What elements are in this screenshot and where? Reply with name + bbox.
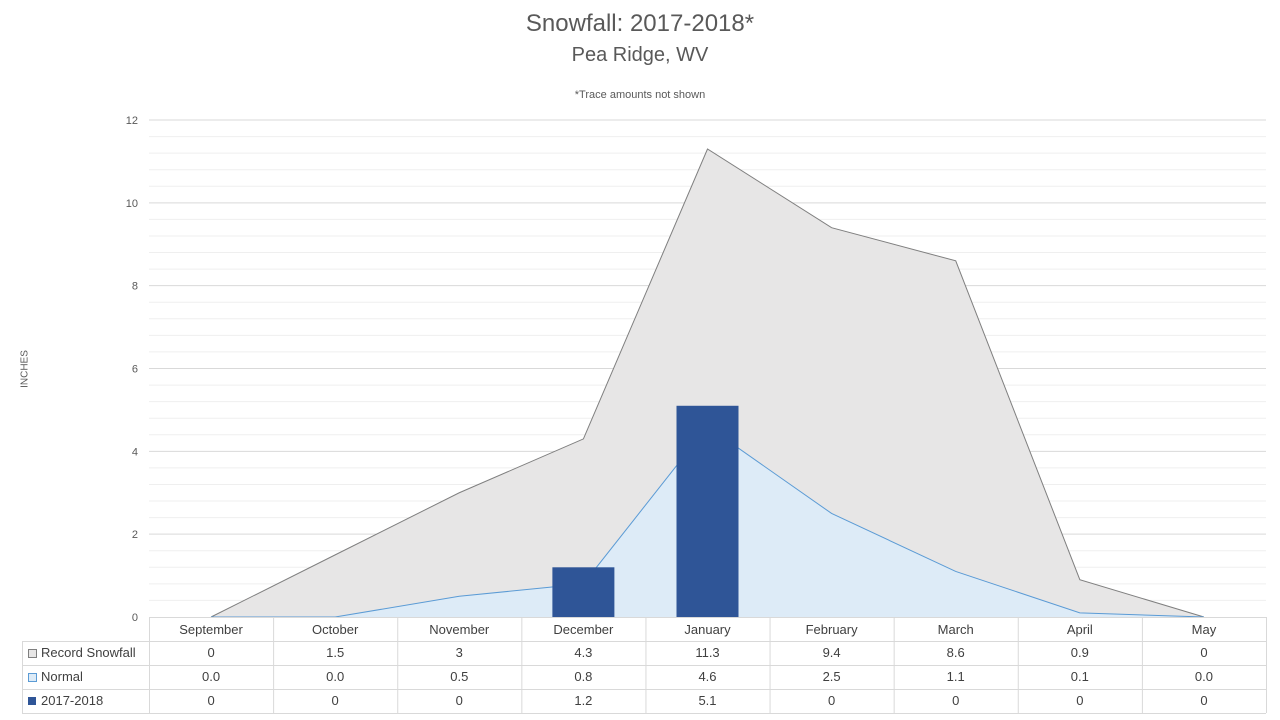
data-label: 11.3 (695, 645, 719, 660)
x-tick-label: September (179, 622, 243, 637)
data-label: 0.0 (1195, 669, 1213, 684)
legend-key-2 (28, 697, 36, 705)
x-tick-label: March (938, 622, 974, 637)
y-tick-label: 2 (132, 529, 138, 541)
bar-december (552, 567, 615, 617)
data-label: 0 (332, 693, 339, 708)
y-axis-ticks: 0 2 4 6 8 10 12 (126, 115, 138, 624)
data-label: 0 (952, 693, 959, 708)
chart-subtitle: Pea Ridge, WV (571, 44, 709, 66)
y-tick-label: 10 (126, 198, 138, 210)
data-label: 3 (456, 645, 463, 660)
area-fill-record-snowfall (211, 148, 1204, 617)
y-tick-label: 12 (126, 115, 138, 127)
data-label: 0 (1076, 693, 1083, 708)
bar-series (552, 405, 739, 617)
data-label: 0.9 (1071, 645, 1089, 660)
data-label: 1.2 (574, 693, 592, 708)
x-tick-label: January (684, 622, 731, 637)
data-label: 0 (1200, 645, 1207, 660)
y-tick-label: 4 (132, 446, 138, 458)
data-label: 9.4 (823, 645, 841, 660)
data-label: 0 (828, 693, 835, 708)
x-tick-label: April (1067, 622, 1093, 637)
data-label: 0.0 (326, 669, 344, 684)
area-line-record-snowfall (210, 148, 1205, 618)
legend-key-0 (28, 649, 37, 658)
legend-label: Record Snowfall (41, 645, 136, 660)
data-table: September October November December January F… (22, 617, 1267, 714)
legend-key-1 (28, 673, 37, 682)
y-tick-label: 6 (132, 364, 138, 376)
data-label: 1.1 (947, 669, 965, 684)
data-label: 4.3 (574, 645, 592, 660)
legend-label: 2017-2018 (41, 693, 103, 708)
data-label: 0 (456, 693, 463, 708)
chart-note: *Trace amounts not shown (574, 89, 706, 101)
data-label: 5.1 (698, 693, 716, 708)
x-tick-label: February (806, 622, 859, 637)
data-label: 4.6 (698, 669, 716, 684)
y-tick-label: 0 (132, 612, 138, 624)
data-label: 0 (207, 645, 214, 660)
x-tick-label: December (553, 622, 614, 637)
x-tick-label: November (429, 622, 490, 637)
x-tick-label: May (1192, 622, 1217, 637)
data-label: 8.6 (947, 645, 965, 660)
data-label: 0 (1200, 693, 1207, 708)
bar-january (676, 405, 739, 617)
data-label: 0.5 (450, 669, 468, 684)
data-label: 2.5 (823, 669, 841, 684)
chart-title: Snowfall: 2017-2018* (525, 10, 755, 37)
data-label: 1.5 (326, 645, 344, 660)
legend-label: Normal (41, 669, 83, 684)
data-label: 0.1 (1071, 669, 1089, 684)
data-label: 0.0 (202, 669, 220, 684)
x-tick-label: October (312, 622, 359, 637)
data-label: 0.8 (574, 669, 592, 684)
y-tick-label: 8 (132, 281, 138, 293)
data-label: 0 (207, 693, 214, 708)
